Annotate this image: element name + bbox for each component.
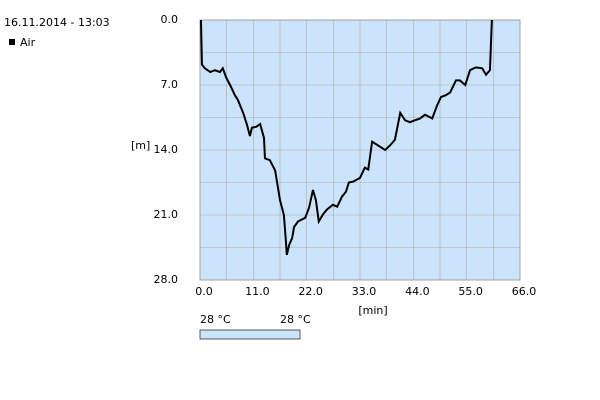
legend-label: Air xyxy=(20,36,36,49)
x-tick-label: 66.0 xyxy=(512,285,537,298)
x-tick-label: 0.0 xyxy=(195,285,213,298)
y-tick-label: 7.0 xyxy=(161,78,179,91)
x-tick-label: 55.0 xyxy=(458,285,483,298)
y-tick-label: 0.0 xyxy=(161,13,179,26)
subtitle: 16.11.2014 - 13:03 xyxy=(4,16,110,29)
x-axis-label: [min] xyxy=(358,304,387,317)
x-tick-label: 22.0 xyxy=(298,285,323,298)
x-tick-label: 44.0 xyxy=(405,285,430,298)
temperature-label: 28 °C xyxy=(200,313,231,326)
temperature-label: 28 °C xyxy=(280,313,311,326)
y-tick-label: 21.0 xyxy=(154,208,179,221)
x-tick-label: 11.0 xyxy=(245,285,270,298)
x-tick-label: 33.0 xyxy=(352,285,377,298)
temperature-bar xyxy=(199,329,301,340)
depth-line xyxy=(199,19,493,256)
y-axis-label: [m] xyxy=(131,139,150,152)
y-tick-label: 28.0 xyxy=(154,273,179,286)
y-tick-label: 14.0 xyxy=(154,143,179,156)
legend-swatch xyxy=(9,39,15,45)
